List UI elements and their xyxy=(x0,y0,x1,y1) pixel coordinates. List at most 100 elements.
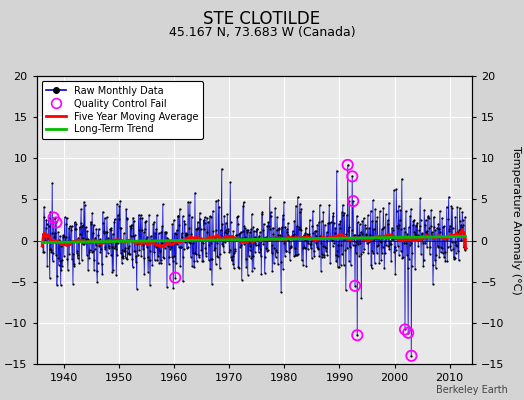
Point xyxy=(164,243,172,249)
Point xyxy=(379,205,388,211)
Point xyxy=(402,240,411,246)
Point xyxy=(91,234,100,241)
Point xyxy=(333,264,342,270)
Point xyxy=(84,248,93,255)
Point xyxy=(209,208,217,214)
Text: 45.167 N, 73.683 W (Canada): 45.167 N, 73.683 W (Canada) xyxy=(169,26,355,39)
Point xyxy=(257,271,266,278)
Point xyxy=(395,252,403,258)
Point xyxy=(154,253,162,260)
Point xyxy=(256,253,265,259)
Point xyxy=(112,272,121,278)
Point xyxy=(316,232,324,239)
Point xyxy=(226,219,235,226)
Point xyxy=(385,246,394,252)
Point xyxy=(332,252,340,258)
Point xyxy=(325,235,334,241)
Point xyxy=(158,240,167,247)
Point xyxy=(175,222,183,228)
Point xyxy=(447,239,456,245)
Legend: Raw Monthly Data, Quality Control Fail, Five Year Moving Average, Long-Term Tren: Raw Monthly Data, Quality Control Fail, … xyxy=(41,81,203,139)
Point xyxy=(57,242,65,249)
Point xyxy=(457,224,466,231)
Point xyxy=(241,222,249,229)
Point xyxy=(162,240,171,246)
Point xyxy=(97,238,105,245)
Point xyxy=(87,220,95,227)
Point xyxy=(332,168,341,174)
Point xyxy=(446,222,454,229)
Point xyxy=(334,242,342,248)
Point xyxy=(95,243,103,250)
Point xyxy=(428,229,436,235)
Point xyxy=(292,223,301,229)
Point xyxy=(124,245,133,252)
Point xyxy=(267,213,275,220)
Point xyxy=(453,204,462,210)
Point xyxy=(410,229,418,236)
Point xyxy=(260,270,269,276)
Point xyxy=(107,225,116,232)
Point xyxy=(420,207,429,213)
Point xyxy=(48,180,57,186)
Point xyxy=(148,236,156,243)
Point xyxy=(403,264,412,271)
Point xyxy=(83,236,92,242)
Point xyxy=(152,212,161,219)
Point xyxy=(154,241,162,247)
Point xyxy=(358,249,367,256)
Point xyxy=(96,236,104,243)
Point xyxy=(66,239,74,245)
Point xyxy=(221,239,229,246)
Point xyxy=(362,231,370,238)
Point xyxy=(237,242,245,248)
Point xyxy=(396,217,404,223)
Point xyxy=(380,265,389,272)
Point xyxy=(297,206,305,212)
Point xyxy=(321,244,330,250)
Point xyxy=(420,257,428,264)
Point xyxy=(392,208,401,214)
Point xyxy=(244,227,253,234)
Point xyxy=(274,261,282,267)
Point xyxy=(142,236,150,242)
Point xyxy=(234,221,242,227)
Point xyxy=(220,212,228,219)
Point xyxy=(52,252,60,258)
Point xyxy=(399,240,408,246)
Point xyxy=(49,214,58,221)
Point xyxy=(399,254,407,260)
Point xyxy=(207,214,215,221)
Point xyxy=(46,209,54,215)
Point xyxy=(460,244,468,250)
Point xyxy=(388,227,397,233)
Point xyxy=(381,249,389,256)
Point xyxy=(401,229,410,235)
Point xyxy=(407,206,415,212)
Point xyxy=(449,246,457,252)
Point xyxy=(161,229,170,236)
Point xyxy=(203,214,211,221)
Point xyxy=(339,212,347,219)
Point xyxy=(416,195,424,202)
Point xyxy=(439,234,447,240)
Point xyxy=(131,248,139,255)
Point xyxy=(236,244,245,250)
Point xyxy=(303,238,311,244)
Point xyxy=(233,214,242,220)
Point xyxy=(347,235,355,241)
Point xyxy=(351,283,359,289)
Point xyxy=(230,265,238,272)
Point xyxy=(230,228,238,235)
Point xyxy=(322,229,331,235)
Point xyxy=(355,221,364,228)
Point xyxy=(61,238,69,244)
Point xyxy=(363,240,371,246)
Point xyxy=(65,251,73,257)
Point xyxy=(136,215,144,222)
Point xyxy=(199,240,207,246)
Point xyxy=(210,234,218,240)
Point xyxy=(341,247,350,253)
Point xyxy=(141,226,149,233)
Point xyxy=(451,214,460,220)
